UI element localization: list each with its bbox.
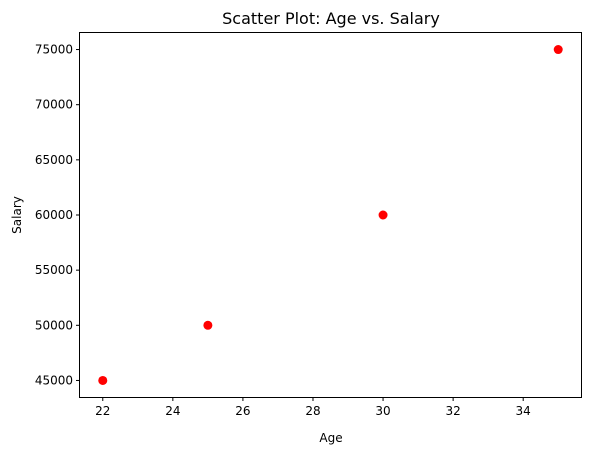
chart-title: Scatter Plot: Age vs. Salary [222,9,440,28]
x-tick-label: 34 [516,404,531,418]
y-tick-label: 50000 [35,318,73,332]
x-tick-label: 28 [305,404,320,418]
x-tick-label: 24 [165,404,180,418]
plot-area-frame [79,32,582,398]
x-tick-label: 30 [375,404,390,418]
data-point [378,210,388,220]
y-tick-label: 60000 [35,208,73,222]
x-tick-label: 26 [235,404,250,418]
x-axis-label: Age [319,431,342,445]
y-tick-label: 55000 [35,263,73,277]
x-tick-label: 32 [445,404,460,418]
data-points [98,45,563,385]
y-tick-label: 45000 [35,373,73,387]
y-tick-label: 70000 [35,98,73,112]
y-tick-label: 65000 [35,153,73,167]
data-point [553,45,563,55]
y-axis-ticks: 45000 50000 55000 60000 65000 70000 75000 [35,43,80,387]
data-point [98,375,108,385]
x-tick-label: 22 [95,404,110,418]
y-tick-label: 75000 [35,43,73,57]
x-axis-ticks: 22 24 26 28 30 32 34 [95,397,531,418]
y-axis-label: Salary [10,196,24,234]
data-point [203,320,213,330]
